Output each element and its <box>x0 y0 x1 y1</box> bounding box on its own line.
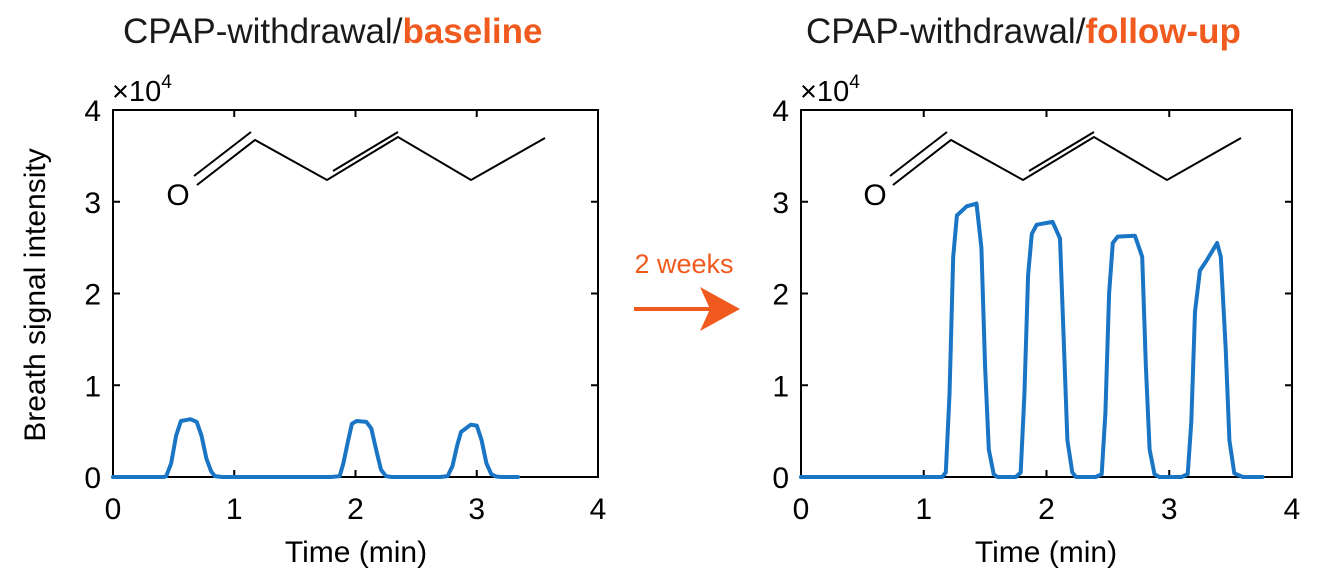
molecule-skeleton <box>196 135 546 186</box>
y-tick-label: 2 <box>84 279 101 312</box>
y-multiplier: ×104 <box>112 72 172 108</box>
chart-title-main: CPAP-withdrawal/ <box>806 12 1086 51</box>
x-tick-label: 3 <box>468 493 485 526</box>
chart-title-accent: baseline <box>402 12 542 51</box>
x-tick-label: 0 <box>793 493 810 526</box>
chart-baseline: CPAP-withdrawal/baseline ×104 Breath sig… <box>19 12 606 569</box>
molecule-double-bond-cc <box>1028 131 1095 172</box>
molecule-skeleton <box>892 135 1242 186</box>
molecule-oxygen-label: O <box>166 179 189 212</box>
arrow-head <box>700 287 740 331</box>
series-line <box>111 417 520 479</box>
molecule-oxygen-label: O <box>863 179 886 212</box>
molecule-double-bond-co <box>193 131 252 177</box>
x-tick-label: 2 <box>347 493 364 526</box>
x-tick-label: 0 <box>105 493 122 526</box>
molecule-double-bond-cc <box>332 131 399 172</box>
axis-ticks: 0 1 2 3 4 0 1 2 3 4 <box>84 95 606 526</box>
x-axis-label: Time (min) <box>285 536 427 569</box>
y-axis-label: Breath signal intensity <box>19 148 52 442</box>
y-multiplier-base: ×10 <box>800 76 849 108</box>
x-tick-label: 4 <box>590 493 607 526</box>
y-multiplier-exponent: 4 <box>849 72 860 93</box>
x-tick-label: 4 <box>1284 493 1301 526</box>
transition-arrow: 2 weeks <box>634 249 740 331</box>
x-tick-label: 3 <box>1161 493 1178 526</box>
y-multiplier-exponent: 4 <box>161 72 172 93</box>
chart-title-main: CPAP-withdrawal/ <box>123 12 403 51</box>
chart-title: CPAP-withdrawal/follow-up <box>806 12 1241 51</box>
plot-frame <box>112 109 599 478</box>
x-tick-label: 1 <box>915 493 932 526</box>
y-tick-label: 4 <box>84 95 101 128</box>
x-tick-label: 1 <box>226 493 243 526</box>
y-multiplier: ×104 <box>800 72 860 108</box>
chart-title-accent: follow-up <box>1085 12 1241 51</box>
y-tick-label: 2 <box>772 279 789 312</box>
y-tick-label: 3 <box>84 187 101 220</box>
chart-follow-up: CPAP-withdrawal/follow-up ×104 Time (min… <box>772 12 1300 569</box>
y-tick-label: 1 <box>84 370 101 403</box>
axis-ticks: 0 1 2 3 4 0 1 2 3 4 <box>772 95 1300 526</box>
y-multiplier-base: ×10 <box>112 76 161 108</box>
x-tick-label: 2 <box>1038 493 1055 526</box>
y-tick-label: 3 <box>772 187 789 220</box>
chart-title: CPAP-withdrawal/baseline <box>123 12 543 51</box>
plot-frame <box>800 109 1293 478</box>
molecule-double-bond-co <box>889 131 948 177</box>
y-tick-label: 0 <box>772 462 789 495</box>
x-axis-label: Time (min) <box>975 536 1117 569</box>
molecule-structure: O <box>863 131 1242 212</box>
series-line <box>799 201 1265 479</box>
arrow-label: 2 weeks <box>634 249 733 279</box>
y-tick-label: 1 <box>772 370 789 403</box>
molecule-structure: O <box>166 131 546 212</box>
y-tick-label: 4 <box>772 95 789 128</box>
y-tick-label: 0 <box>84 462 101 495</box>
